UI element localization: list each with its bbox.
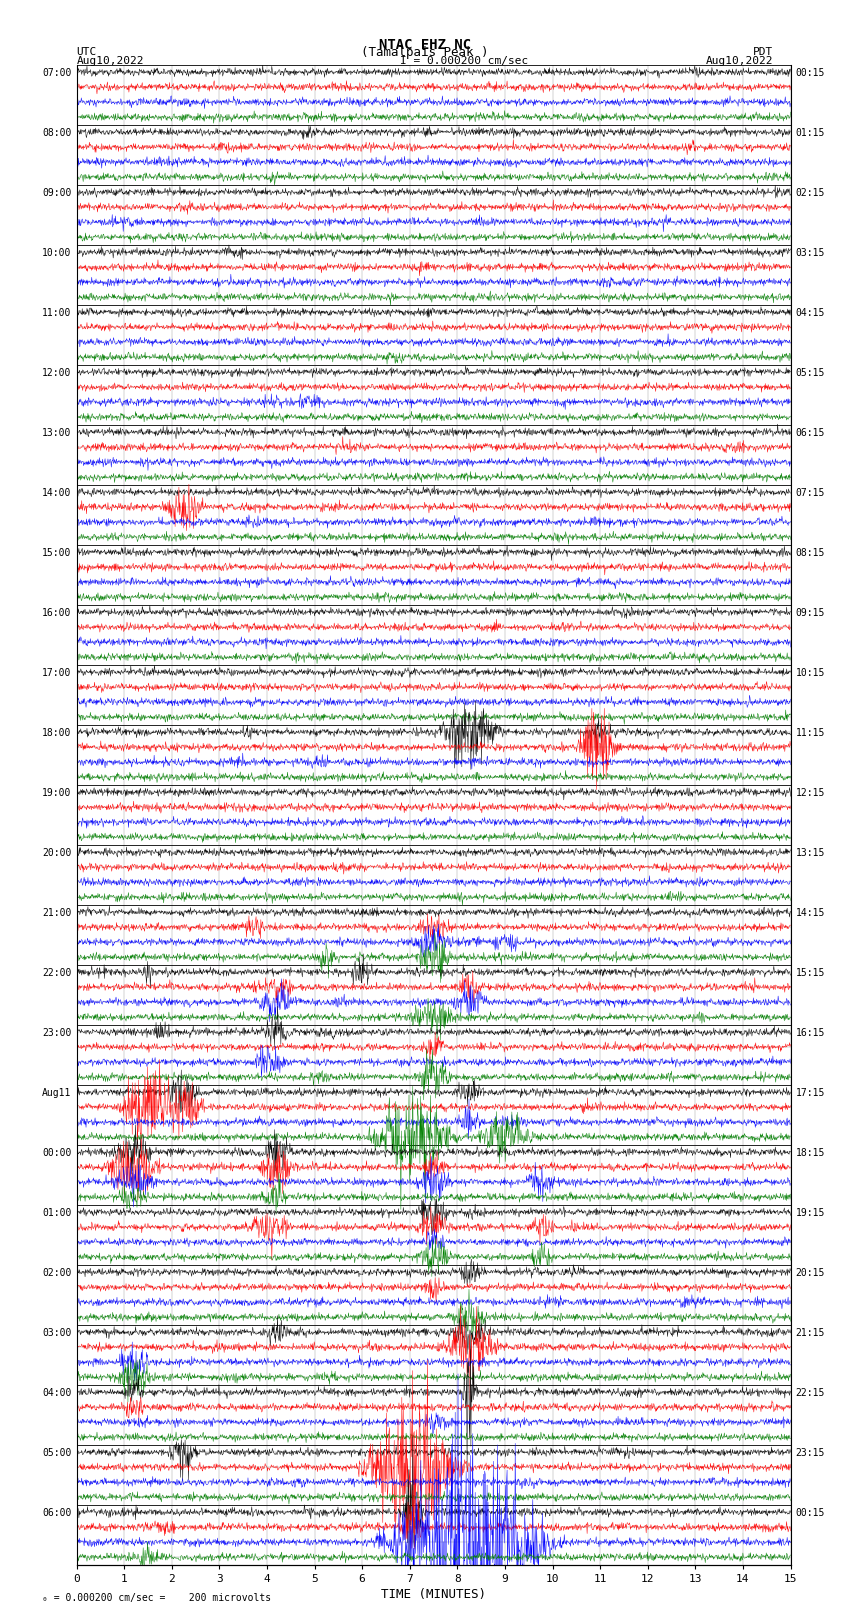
Text: Aug10,2022: Aug10,2022: [76, 56, 144, 66]
Text: Aug10,2022: Aug10,2022: [706, 56, 774, 66]
Text: NTAC EHZ NC: NTAC EHZ NC: [379, 37, 471, 52]
Text: PDT: PDT: [753, 47, 774, 58]
Text: UTC: UTC: [76, 47, 97, 58]
Text: I = 0.000200 cm/sec: I = 0.000200 cm/sec: [400, 56, 528, 66]
Text: (Tamalpais Peak ): (Tamalpais Peak ): [361, 45, 489, 58]
Text: ₀ = 0.000200 cm/sec =    200 microvolts: ₀ = 0.000200 cm/sec = 200 microvolts: [42, 1594, 272, 1603]
X-axis label: TIME (MINUTES): TIME (MINUTES): [381, 1587, 486, 1600]
